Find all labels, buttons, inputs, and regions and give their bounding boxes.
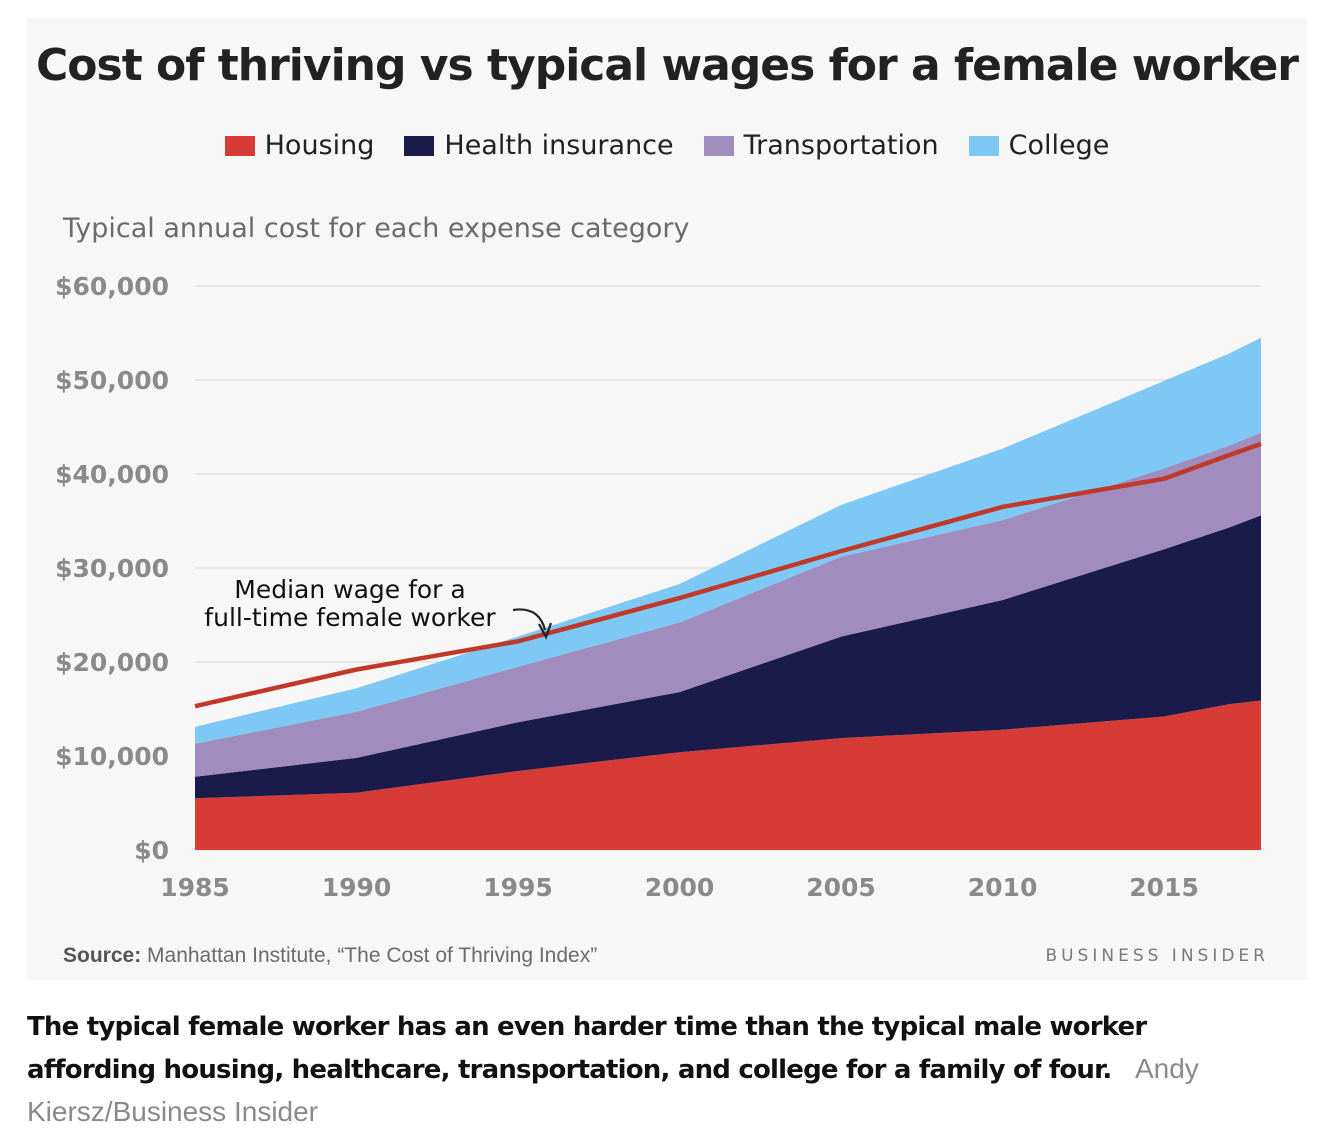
legend-swatch-health-insurance bbox=[404, 135, 435, 156]
stacked-areas bbox=[195, 337, 1261, 850]
y-tick-label: $30,000 bbox=[55, 554, 169, 583]
x-tick-label: 2015 bbox=[1129, 873, 1199, 902]
area-college bbox=[195, 337, 1261, 744]
legend: Housing Health insurance Transportation … bbox=[27, 130, 1307, 161]
legend-item-college: College bbox=[968, 130, 1110, 161]
median-wage-line-group bbox=[194, 441, 1262, 709]
figure-caption: The typical female worker has an even ha… bbox=[27, 1006, 1267, 1134]
chart-subtitle: Typical annual cost for each expense cat… bbox=[63, 213, 690, 244]
x-tick-label: 1990 bbox=[322, 873, 392, 902]
x-tick-label: 2005 bbox=[806, 873, 876, 902]
annotation-line-1: Median wage for a bbox=[234, 575, 465, 604]
area-health-insurance bbox=[195, 515, 1261, 799]
y-tick-label: $20,000 bbox=[55, 648, 169, 677]
chart-title: Cost of thriving vs typical wages for a … bbox=[36, 40, 1299, 91]
x-tick-label: 1985 bbox=[160, 873, 230, 902]
x-axis-labels: 1985 1990 1995 2000 2005 2010 2015 bbox=[160, 873, 1199, 902]
legend-swatch-housing bbox=[224, 135, 255, 156]
y-tick-label: $10,000 bbox=[55, 742, 169, 771]
brand-logo: BUSINESS INSIDER bbox=[1045, 946, 1269, 966]
annotation-group: Median wage for a full-time female worke… bbox=[204, 575, 553, 640]
legend-item-housing: Housing bbox=[224, 130, 375, 161]
legend-swatch-transportation bbox=[703, 135, 734, 156]
y-tick-label: $60,000 bbox=[55, 272, 169, 301]
area-chart: $0 $10,000 $20,000 $30,000 $40,000 $50,000 $60… bbox=[55, 272, 1262, 902]
area-transportation bbox=[195, 432, 1261, 777]
annotation-arrow bbox=[512, 608, 547, 631]
legend-label-health-insurance: Health insurance bbox=[444, 130, 674, 161]
legend-swatch-college bbox=[968, 135, 999, 156]
legend-label-housing: Housing bbox=[264, 130, 375, 161]
legend-label-transportation: Transportation bbox=[743, 130, 939, 161]
x-tick-label: 2000 bbox=[645, 873, 715, 902]
y-tick-label: $0 bbox=[134, 836, 169, 865]
source-label: Source: bbox=[63, 944, 142, 967]
x-tick-label: 1995 bbox=[483, 873, 553, 902]
legend-item-transportation: Transportation bbox=[703, 130, 939, 161]
area-housing bbox=[195, 700, 1261, 850]
y-tick-label: $40,000 bbox=[55, 460, 169, 489]
source-note: Source: Manhattan Institute, “The Cost o… bbox=[63, 944, 597, 968]
legend-label-college: College bbox=[1008, 130, 1110, 161]
annotation-line-2: full-time female worker bbox=[204, 603, 496, 632]
y-axis-labels: $0 $10,000 $20,000 $30,000 $40,000 $50,000 $60… bbox=[55, 272, 169, 865]
chart-card: Cost of thriving vs typical wages for a … bbox=[27, 18, 1307, 980]
x-tick-label: 2010 bbox=[968, 873, 1038, 902]
annotation-arrowhead bbox=[538, 622, 553, 640]
source-text: Manhattan Institute, “The Cost of Thrivi… bbox=[147, 944, 598, 967]
y-tick-label: $50,000 bbox=[55, 366, 169, 395]
caption-text: The typical female worker has an even ha… bbox=[27, 1012, 1147, 1085]
caption-credit: Andy Kiersz/Business Insider bbox=[27, 1053, 1199, 1127]
median-wage-line bbox=[194, 441, 1262, 709]
legend-item-health-insurance: Health insurance bbox=[404, 130, 674, 161]
